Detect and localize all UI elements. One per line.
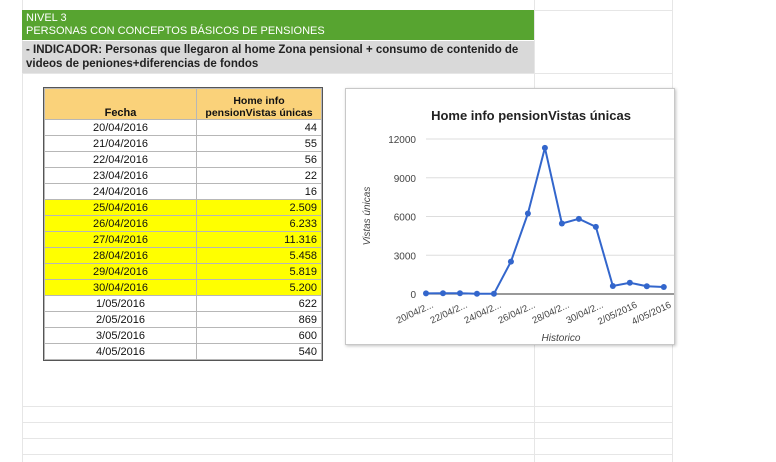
data-point[interactable] <box>456 290 463 297</box>
chart-y-ticks: 0 3000 6000 9000 12000 <box>388 135 416 301</box>
data-point[interactable] <box>439 290 446 297</box>
table-row: 4/05/2016 540 <box>44 343 322 360</box>
cell-fecha[interactable]: 24/04/2016 <box>44 183 197 200</box>
cell-value[interactable]: 44 <box>196 119 322 136</box>
table-row: 2/05/2016 869 <box>44 311 322 328</box>
cell-fecha[interactable]: 23/04/2016 <box>44 167 197 184</box>
indicator-line-2: videos de peniones+diferencias de fondos <box>26 58 259 70</box>
table-row: 29/04/2016 5.819 <box>44 263 322 280</box>
cell-value[interactable]: 56 <box>196 151 322 168</box>
data-point[interactable] <box>626 279 633 286</box>
cell-fecha[interactable]: 28/04/2016 <box>44 247 197 264</box>
cell-value[interactable]: 2.509 <box>196 199 322 216</box>
indicator-line-1: - INDICADOR: Personas que llegaron al ho… <box>26 44 519 56</box>
cell-value[interactable]: 6.233 <box>196 215 322 232</box>
table-row: 25/04/2016 2.509 <box>44 199 322 216</box>
table-row: 28/04/2016 5.458 <box>44 247 322 264</box>
chart-gridlines <box>426 138 674 295</box>
cell-value[interactable]: 869 <box>196 311 322 328</box>
cell-fecha[interactable]: 30/04/2016 <box>44 279 197 296</box>
cell-fecha[interactable]: 27/04/2016 <box>44 231 197 248</box>
table-body: 20/04/2016 44 21/04/2016 55 22/04/2016 56 23/0… <box>44 119 322 360</box>
data-point[interactable] <box>524 210 531 217</box>
chart-y-tick-label: 3000 <box>394 251 417 262</box>
column-header-fecha[interactable]: Fecha <box>44 88 197 120</box>
data-point[interactable] <box>643 283 650 290</box>
data-point[interactable] <box>575 215 582 222</box>
chart-series <box>423 144 667 297</box>
level-label: NIVEL 3 <box>26 12 67 24</box>
chart-y-tick-label: 6000 <box>394 213 417 224</box>
cell-value[interactable]: 16 <box>196 183 322 200</box>
cell-value[interactable]: 5.819 <box>196 263 322 280</box>
cell-fecha[interactable]: 26/04/2016 <box>44 215 197 232</box>
chart-y-tick-label: 9000 <box>394 174 417 185</box>
cell-fecha[interactable]: 29/04/2016 <box>44 263 197 280</box>
cell-value[interactable]: 55 <box>196 135 322 152</box>
table-row: 1/05/2016 622 <box>44 295 322 312</box>
chart-y-tick-label: 0 <box>410 290 416 301</box>
chart-canvas: Home info pensionVistas únicas Vistas ún… <box>362 108 674 344</box>
table-row: 26/04/2016 6.233 <box>44 215 322 232</box>
cell-fecha[interactable]: 3/05/2016 <box>44 327 197 344</box>
table-row: 24/04/2016 16 <box>44 183 322 200</box>
series-line <box>425 147 664 295</box>
column-header-value-line1: Home info <box>233 95 285 107</box>
data-table: Fecha Home info pensionVistas únicas 20/… <box>43 87 323 361</box>
chart-x-tick-label: 22/04/2... <box>429 300 470 327</box>
cell-value[interactable]: 5.200 <box>196 279 322 296</box>
cell-fecha[interactable]: 22/04/2016 <box>44 151 197 168</box>
cell-fecha[interactable]: 1/05/2016 <box>44 295 197 312</box>
data-point[interactable] <box>423 290 429 297</box>
data-point[interactable] <box>473 290 480 297</box>
table-row: 27/04/2016 11.316 <box>44 231 322 248</box>
cell-value[interactable]: 11.316 <box>196 231 322 248</box>
chart-x-tick-label: 4/05/2016 <box>630 300 673 328</box>
cell-fecha[interactable]: 4/05/2016 <box>44 343 197 360</box>
chart-x-tick-label: 28/04/2... <box>531 300 572 327</box>
data-point[interactable] <box>541 144 548 151</box>
table-row: 3/05/2016 600 <box>44 327 322 344</box>
data-point[interactable] <box>558 220 565 227</box>
cell-value[interactable]: 540 <box>196 343 322 360</box>
column-header-value-line2: pensionVistas únicas <box>205 107 313 119</box>
data-point[interactable] <box>660 284 667 291</box>
table-row: 20/04/2016 44 <box>44 119 322 136</box>
chart-x-axis-label: Historico <box>542 333 581 344</box>
chart-y-tick-label: 12000 <box>388 135 416 146</box>
chart-x-tick-label: 24/04/2... <box>463 300 504 327</box>
table-header-row: Fecha Home info pensionVistas únicas <box>44 88 322 120</box>
chart-y-axis-label: Vistas únicas <box>362 187 373 246</box>
data-point[interactable] <box>609 282 616 289</box>
data-point[interactable] <box>507 258 514 265</box>
table-row: 21/04/2016 55 <box>44 135 322 152</box>
level-banner[interactable]: NIVEL 3 PERSONAS CON CONCEPTOS BÁSICOS D… <box>22 10 534 40</box>
cell-fecha[interactable]: 25/04/2016 <box>44 199 197 216</box>
cell-fecha[interactable]: 20/04/2016 <box>44 119 197 136</box>
chart-x-ticks: 20/04/2...22/04/2...24/04/2...26/04/2...… <box>395 300 673 328</box>
table-row: 22/04/2016 56 <box>44 151 322 168</box>
cell-value[interactable]: 5.458 <box>196 247 322 264</box>
cell-value[interactable]: 600 <box>196 327 322 344</box>
cell-fecha[interactable]: 2/05/2016 <box>44 311 197 328</box>
cell-value[interactable]: 622 <box>196 295 322 312</box>
level-subtitle: PERSONAS CON CONCEPTOS BÁSICOS DE PENSIO… <box>26 25 325 37</box>
indicator-cell[interactable]: - INDICADOR: Personas que llegaron al ho… <box>22 41 534 73</box>
line-chart[interactable]: Home info pensionVistas únicas Vistas ún… <box>345 88 675 345</box>
chart-x-tick-label: 20/04/2... <box>395 300 436 327</box>
data-point[interactable] <box>490 290 497 297</box>
table-row: 30/04/2016 5.200 <box>44 279 322 296</box>
cell-value[interactable]: 22 <box>196 167 322 184</box>
chart-title: Home info pensionVistas únicas <box>431 108 631 123</box>
data-point[interactable] <box>592 223 599 230</box>
table-row: 23/04/2016 22 <box>44 167 322 184</box>
chart-x-tick-label: 26/04/2... <box>497 300 538 327</box>
column-header-value[interactable]: Home info pensionVistas únicas <box>196 88 322 120</box>
cell-fecha[interactable]: 21/04/2016 <box>44 135 197 152</box>
